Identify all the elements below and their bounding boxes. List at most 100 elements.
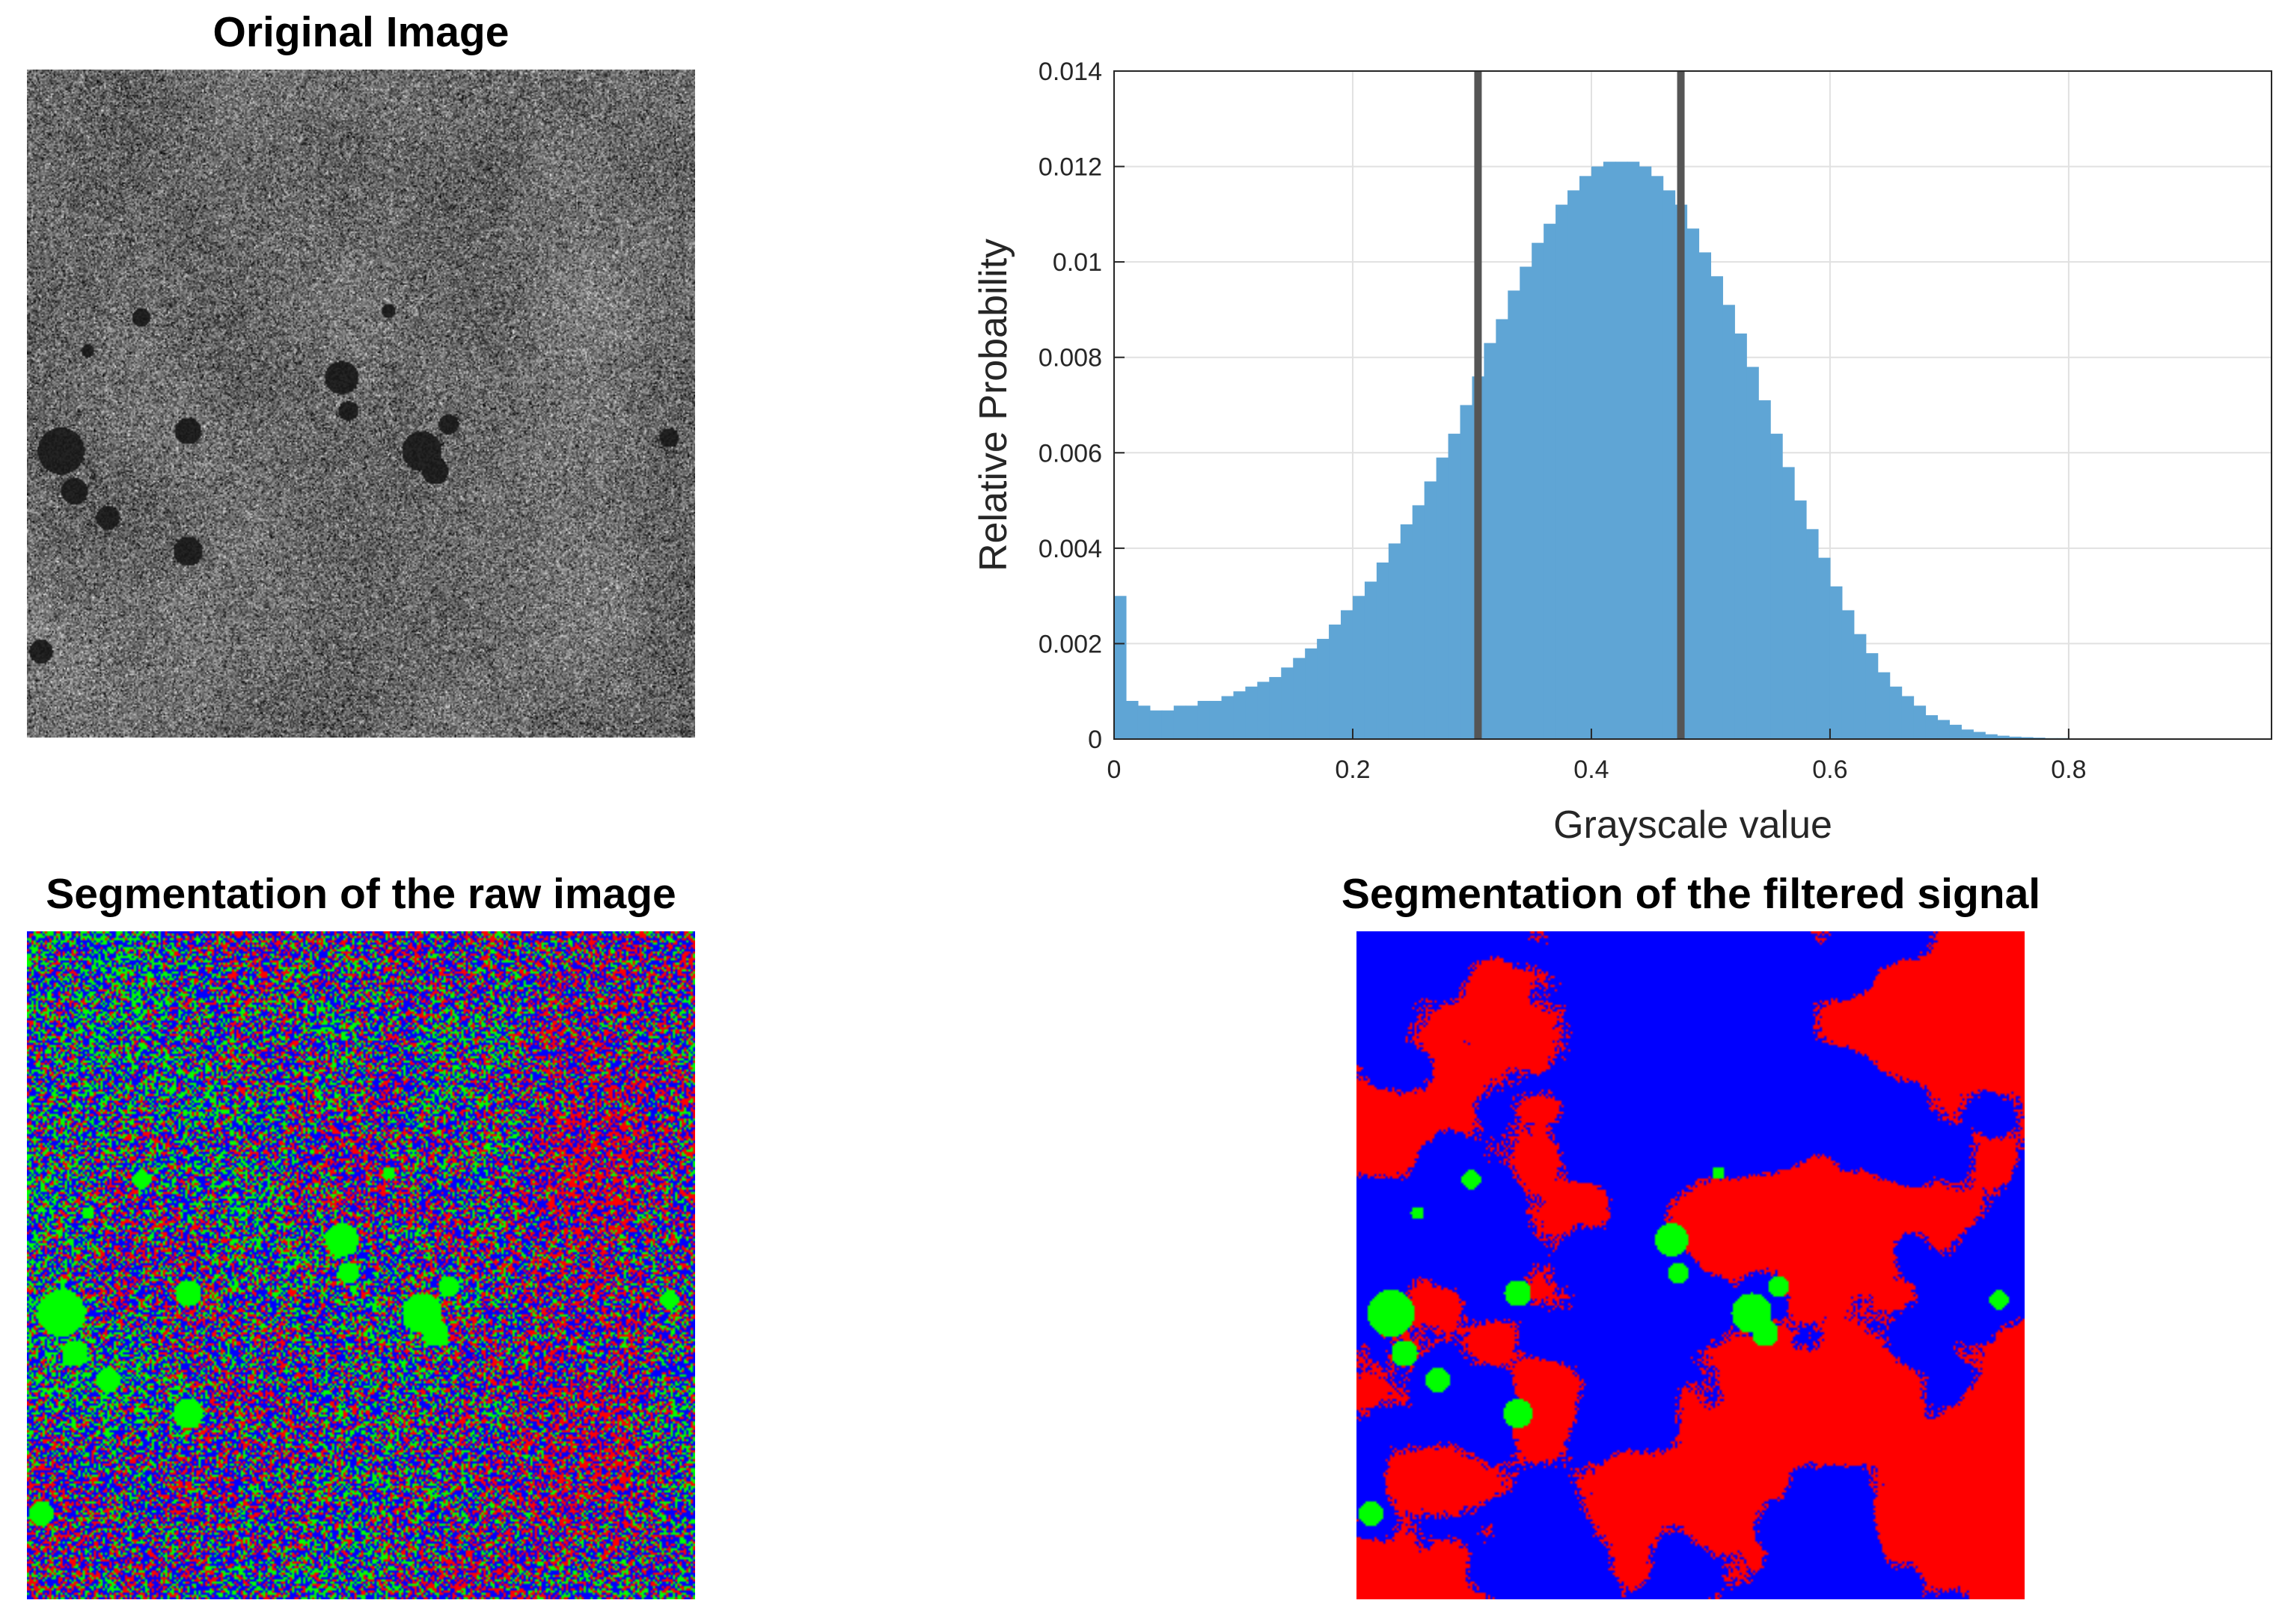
histogram-bar <box>1615 162 1628 739</box>
original-image <box>27 70 695 738</box>
histogram-bar <box>1329 624 1342 739</box>
histogram-bar <box>1496 319 1508 740</box>
histogram-bar <box>1782 467 1795 739</box>
histogram-bar <box>1985 734 1998 739</box>
histogram-bar <box>1209 700 1223 739</box>
histogram-bar <box>1556 204 1568 740</box>
histogram-bar <box>1185 705 1199 739</box>
histogram-bar <box>1889 686 1903 739</box>
threshold-lines <box>1474 71 1685 739</box>
y-tick-label: 0.008 <box>1038 344 1102 373</box>
histogram-bar <box>1125 700 1139 739</box>
histogram-bar <box>2009 736 2022 739</box>
histogram-bar <box>1770 433 1783 739</box>
histogram-bar <box>1520 266 1532 739</box>
histogram-bar <box>1817 557 1831 739</box>
grayscale-histogram: 0 0.2 0.4 0.6 0.8 00.0020.0040.0060.0080.010… <box>972 58 2272 847</box>
y-tick-label: 0.01 <box>1053 248 1102 277</box>
histogram-bar <box>1603 162 1616 739</box>
x-axis-label: Grayscale value <box>1553 803 1832 847</box>
histogram-bar <box>1388 543 1401 739</box>
histogram-bar <box>1877 672 1891 739</box>
filtered-segmentation-image <box>1356 931 2025 1599</box>
histogram-bar <box>1364 581 1377 739</box>
histogram-bar <box>1197 700 1211 739</box>
histogram-bar <box>1901 696 1915 739</box>
histogram-bar <box>1257 681 1270 739</box>
histogram-bar <box>1794 500 1807 739</box>
histogram-bar <box>1269 677 1282 739</box>
histogram-bar <box>1448 433 1461 739</box>
histogram-bar <box>1305 648 1318 739</box>
histogram-bar <box>1686 228 1700 739</box>
histogram-bar <box>1161 710 1175 739</box>
histogram-bar <box>1424 481 1437 739</box>
x-ticks: 0 0.2 0.4 0.6 0.8 <box>1107 729 2087 784</box>
histogram-bar <box>1281 667 1294 739</box>
histogram-bar <box>1173 705 1187 739</box>
y-tick-label: 0.004 <box>1038 535 1102 563</box>
histogram-bar <box>1317 639 1330 739</box>
histogram-bar <box>1532 242 1544 740</box>
y-tick-label: 0.012 <box>1038 153 1102 182</box>
histogram-bar <box>1544 224 1556 740</box>
histogram-bar <box>1841 610 1855 739</box>
histogram-bar <box>1137 705 1151 739</box>
histogram-bar <box>1567 190 1580 739</box>
x-tick-label: 0.6 <box>1812 756 1847 784</box>
histogram-bar <box>1961 729 1974 739</box>
histogram-bar <box>1710 276 1723 739</box>
histogram-bar <box>2021 737 2034 739</box>
y-tick-label: 0.014 <box>1038 58 1102 86</box>
histogram-bar <box>1376 562 1389 739</box>
histogram-bar <box>1436 457 1449 739</box>
x-tick-label: 0.4 <box>1573 756 1609 784</box>
histogram-bar <box>1853 634 1867 739</box>
histogram-bar <box>1460 405 1473 739</box>
histogram-bar <box>1722 304 1735 739</box>
histogram-bar <box>1400 524 1413 739</box>
y-ticks: 0 0.002 0.004 0.006 0.008 0.01 0.012 0.014 <box>1038 58 1125 754</box>
histogram-bar <box>1639 166 1652 740</box>
x-tick-label: 0 <box>1107 756 1122 784</box>
histogram-bar <box>1245 686 1258 739</box>
histogram-bar <box>1508 290 1520 739</box>
histogram-bar <box>1734 333 1747 740</box>
raw-segmentation-image <box>27 931 695 1599</box>
histogram-bar <box>1758 400 1771 739</box>
histogram-bar <box>1484 343 1496 739</box>
x-tick-label: 0.8 <box>2051 756 2086 784</box>
histogram-bar <box>1591 166 1604 740</box>
histogram-bars <box>1114 162 2200 740</box>
histogram-bar <box>1865 653 1879 739</box>
histogram-bar <box>1829 586 1843 739</box>
filtered-segmentation-title: Segmentation of the filtered signal <box>1341 870 2041 918</box>
histogram-bar <box>1913 705 1927 739</box>
histogram-bar <box>1341 610 1353 739</box>
original-image-title: Original Image <box>212 8 510 56</box>
raw-segmentation-title: Segmentation of the raw image <box>46 870 676 918</box>
histogram-bar <box>1806 529 1819 739</box>
y-tick-label: 0.006 <box>1038 439 1102 468</box>
histogram-bar <box>1412 505 1425 739</box>
x-tick-label: 0.2 <box>1335 756 1370 784</box>
histogram-bar <box>1997 735 2010 739</box>
histogram-bar <box>1233 691 1246 739</box>
histogram-bar <box>1221 696 1235 739</box>
chart-axes-box <box>1113 70 2272 740</box>
histogram-bar <box>1293 658 1306 739</box>
histogram-bar <box>1937 720 1950 739</box>
histogram-bar <box>1949 724 1962 739</box>
histogram-bar <box>1114 595 1127 739</box>
y-tick-label: 0 <box>1088 726 1102 754</box>
histogram-bar <box>1698 252 1712 739</box>
histogram-bar <box>1746 367 1759 739</box>
histogram-bar <box>1925 715 1939 739</box>
histogram-bar <box>1662 190 1676 739</box>
histogram-bar <box>1352 595 1365 739</box>
histogram-bar <box>1579 176 1592 740</box>
histogram-bar <box>1651 176 1664 740</box>
y-axis-label: Relative Probability <box>972 239 1015 572</box>
histogram-bar <box>1627 162 1640 739</box>
y-tick-label: 0.002 <box>1038 630 1102 658</box>
